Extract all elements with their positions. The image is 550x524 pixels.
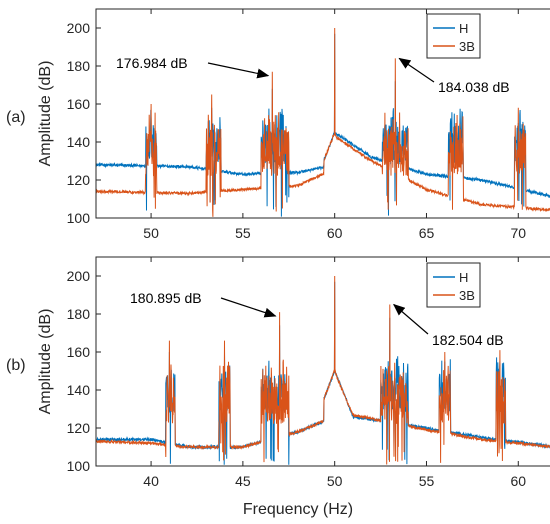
y-tick-label: 160 [67,344,91,360]
annotation-arrow [207,62,270,79]
axes-box [95,8,550,219]
y-axis-title: Amplitude (dB) [37,61,54,167]
x-tick-label: 70 [510,225,526,241]
annotation-arrow [393,303,429,335]
panel-label: (b) [6,357,26,374]
legend: H 3B [426,13,481,59]
x-tick-label: 55 [419,473,435,489]
x-tick-label: 60 [327,225,343,241]
legend-box [426,13,481,59]
legend-entry: 3B [459,288,475,303]
x-tick-label: 45 [235,473,251,489]
plot-area [96,257,550,466]
y-tick-label: 180 [67,58,91,74]
panel-label: (a) [6,109,26,126]
panel-a: 50 55 60 65 70 100 120 140 160 180 200 Amplitude (d… [6,8,550,241]
y-tick-label: 160 [67,96,91,112]
x-tick-label: 60 [510,473,526,489]
plot-area [96,9,550,218]
y-tick-label: 180 [67,306,91,322]
annotation-label: 176.984 dB [116,55,188,71]
y-tick-label: 200 [67,268,91,284]
legend-entry: 3B [459,39,475,54]
y-tick-label: 140 [67,134,91,150]
x-axis-title: Frequency (Hz) [243,501,353,518]
annotation-arrow [220,297,277,318]
y-tick-label: 120 [67,420,91,436]
legend-entry: H [459,270,468,285]
x-tick-label: 40 [143,473,159,489]
y-tick-label: 140 [67,382,91,398]
x-tick-label: 55 [235,225,251,241]
x-tick-label: 65 [419,225,435,241]
series-line-3b [96,275,550,465]
annotation-arrow [398,57,435,83]
annotation-label: 180.895 dB [130,290,202,306]
y-tick-label: 120 [67,172,91,188]
annotation-label: 184.038 dB [438,79,510,95]
y-tick-label: 100 [67,210,91,226]
axes-box [95,256,550,467]
x-tick-label: 50 [327,473,343,489]
panel-b: 40 45 50 55 60 100 120 140 160 180 200 Amplitude (d… [6,256,550,489]
legend: H 3B [426,262,481,308]
x-tick-label: 50 [143,225,159,241]
legend-box [426,262,481,308]
y-tick-label: 200 [67,20,91,36]
y-axis-title: Amplitude (dB) [37,309,54,415]
y-tick-label: 100 [67,458,91,474]
series-line-3b [96,27,550,217]
annotation-label: 182.504 dB [432,332,504,348]
legend-entry: H [459,21,468,36]
